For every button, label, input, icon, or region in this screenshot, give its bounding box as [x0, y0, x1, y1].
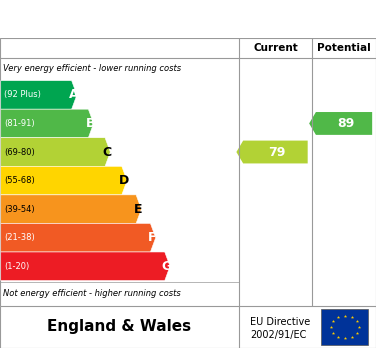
- Text: (81-91): (81-91): [4, 119, 34, 128]
- Polygon shape: [237, 141, 308, 164]
- Text: 79: 79: [268, 145, 286, 159]
- Text: 2002/91/EC: 2002/91/EC: [250, 330, 306, 340]
- Text: England & Wales: England & Wales: [47, 319, 191, 334]
- Polygon shape: [1, 138, 110, 166]
- Bar: [321, 309, 368, 346]
- Text: EU Directive: EU Directive: [250, 317, 310, 327]
- Text: (21-38): (21-38): [4, 233, 35, 242]
- Text: F: F: [148, 231, 157, 244]
- Text: (1-20): (1-20): [4, 262, 29, 271]
- Text: 89: 89: [337, 117, 355, 130]
- Text: (92 Plus): (92 Plus): [4, 90, 41, 100]
- Text: (69-80): (69-80): [4, 148, 35, 157]
- Polygon shape: [1, 109, 94, 138]
- Text: G: G: [162, 260, 172, 273]
- Polygon shape: [1, 223, 156, 252]
- Polygon shape: [1, 195, 141, 223]
- Polygon shape: [1, 166, 127, 195]
- Text: Current: Current: [253, 43, 298, 53]
- Text: E: E: [134, 203, 143, 216]
- Text: Energy Efficiency Rating: Energy Efficiency Rating: [64, 10, 312, 28]
- Polygon shape: [1, 81, 77, 109]
- Text: Potential: Potential: [317, 43, 371, 53]
- Text: Not energy efficient - higher running costs: Not energy efficient - higher running co…: [3, 288, 181, 298]
- Polygon shape: [309, 112, 372, 135]
- Text: B: B: [86, 117, 95, 130]
- Text: D: D: [119, 174, 129, 187]
- Text: Very energy efficient - lower running costs: Very energy efficient - lower running co…: [3, 64, 181, 72]
- Polygon shape: [1, 252, 170, 280]
- Text: C: C: [103, 145, 112, 159]
- Text: (55-68): (55-68): [4, 176, 35, 185]
- Text: (39-54): (39-54): [4, 205, 34, 214]
- Text: A: A: [69, 88, 79, 101]
